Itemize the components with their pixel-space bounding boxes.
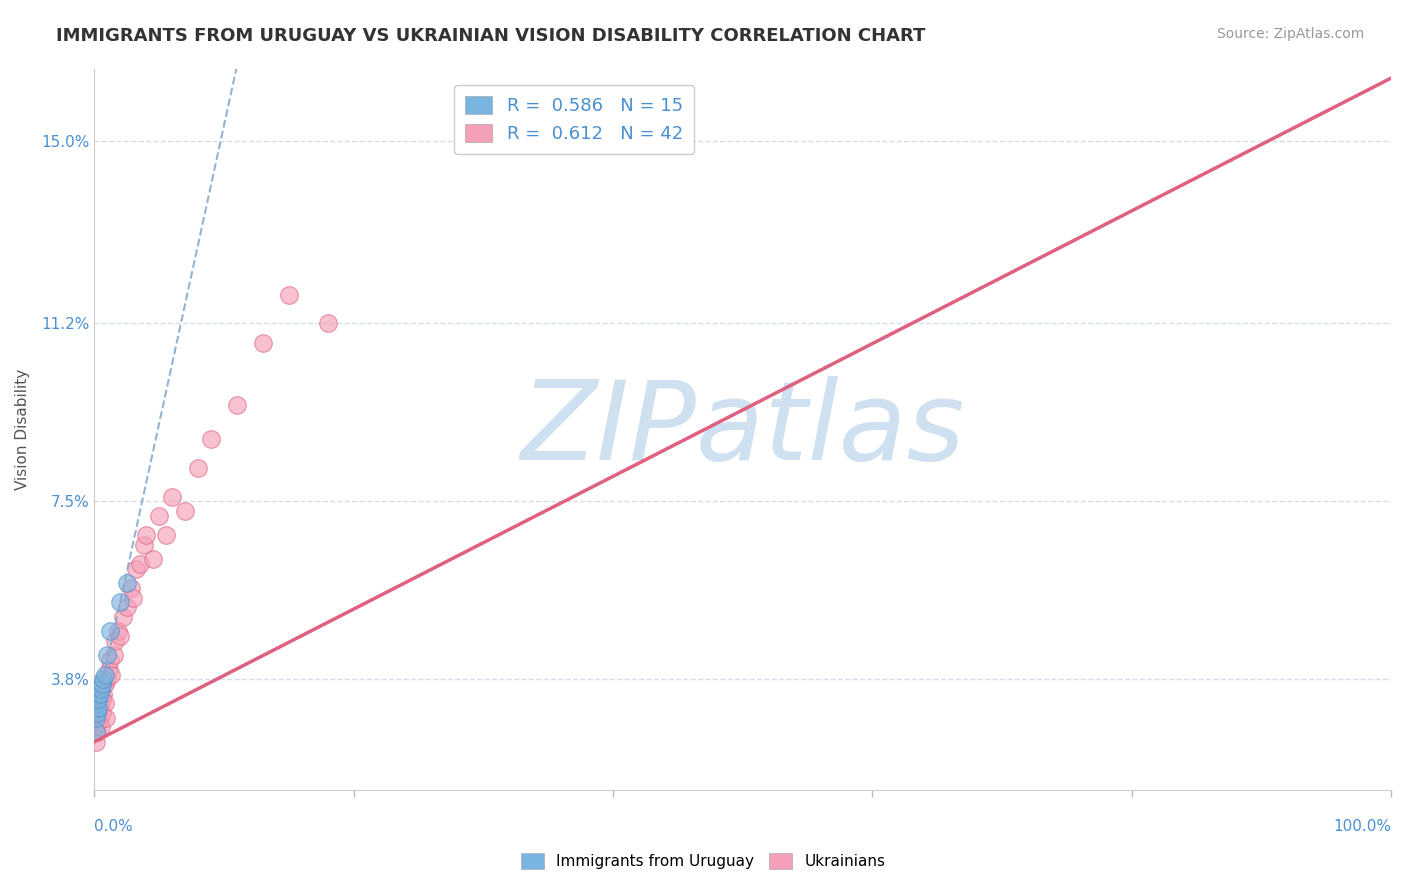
Point — [86, 701, 108, 715]
Point — [226, 398, 249, 412]
Point — [90, 697, 112, 711]
Point — [87, 691, 110, 706]
Point — [90, 720, 112, 734]
Point — [187, 460, 209, 475]
Point — [120, 581, 142, 595]
Point — [87, 715, 110, 730]
Text: ZIPatlas: ZIPatlas — [520, 376, 965, 483]
Point — [86, 706, 108, 720]
Point — [128, 557, 150, 571]
Point — [111, 609, 134, 624]
Point — [135, 528, 157, 542]
Point — [93, 677, 115, 691]
Point — [86, 697, 108, 711]
Point — [84, 725, 107, 739]
Point — [122, 591, 145, 605]
Point — [174, 504, 197, 518]
Point — [93, 673, 115, 687]
Point — [87, 706, 110, 720]
Point — [148, 508, 170, 523]
Point — [96, 673, 118, 687]
Point — [93, 697, 115, 711]
Y-axis label: Vision Disability: Vision Disability — [15, 368, 30, 490]
Point — [98, 624, 121, 639]
Point — [107, 624, 129, 639]
Point — [125, 562, 148, 576]
Point — [86, 725, 108, 739]
Text: 0.0%: 0.0% — [94, 819, 134, 834]
Legend: R =  0.586   N = 15, R =  0.612   N = 42: R = 0.586 N = 15, R = 0.612 N = 42 — [454, 85, 693, 154]
Point — [132, 538, 155, 552]
Text: IMMIGRANTS FROM URUGUAY VS UKRAINIAN VISION DISABILITY CORRELATION CHART: IMMIGRANTS FROM URUGUAY VS UKRAINIAN VIS… — [56, 27, 925, 45]
Point — [252, 335, 274, 350]
Point — [142, 552, 165, 566]
Point — [84, 711, 107, 725]
Point — [160, 490, 183, 504]
Point — [316, 317, 339, 331]
Point — [115, 600, 138, 615]
Point — [115, 576, 138, 591]
Point — [91, 677, 114, 691]
Point — [93, 687, 115, 701]
Point — [277, 287, 299, 301]
Point — [155, 528, 177, 542]
Point — [110, 595, 132, 609]
Text: 100.0%: 100.0% — [1333, 819, 1391, 834]
Point — [94, 711, 117, 725]
Point — [89, 687, 111, 701]
Legend: Immigrants from Uruguay, Ukrainians: Immigrants from Uruguay, Ukrainians — [515, 847, 891, 875]
Point — [89, 711, 111, 725]
Point — [103, 648, 125, 663]
Text: Source: ZipAtlas.com: Source: ZipAtlas.com — [1216, 27, 1364, 41]
Point — [91, 691, 114, 706]
Point — [110, 629, 132, 643]
Point — [200, 432, 222, 446]
Point — [91, 706, 114, 720]
Point — [90, 681, 112, 696]
Point — [98, 653, 121, 667]
Point — [93, 667, 115, 681]
Point — [104, 633, 127, 648]
Point — [84, 720, 107, 734]
Point — [84, 735, 107, 749]
Point — [96, 648, 118, 663]
Point — [87, 701, 110, 715]
Point — [100, 667, 122, 681]
Point — [97, 663, 120, 677]
